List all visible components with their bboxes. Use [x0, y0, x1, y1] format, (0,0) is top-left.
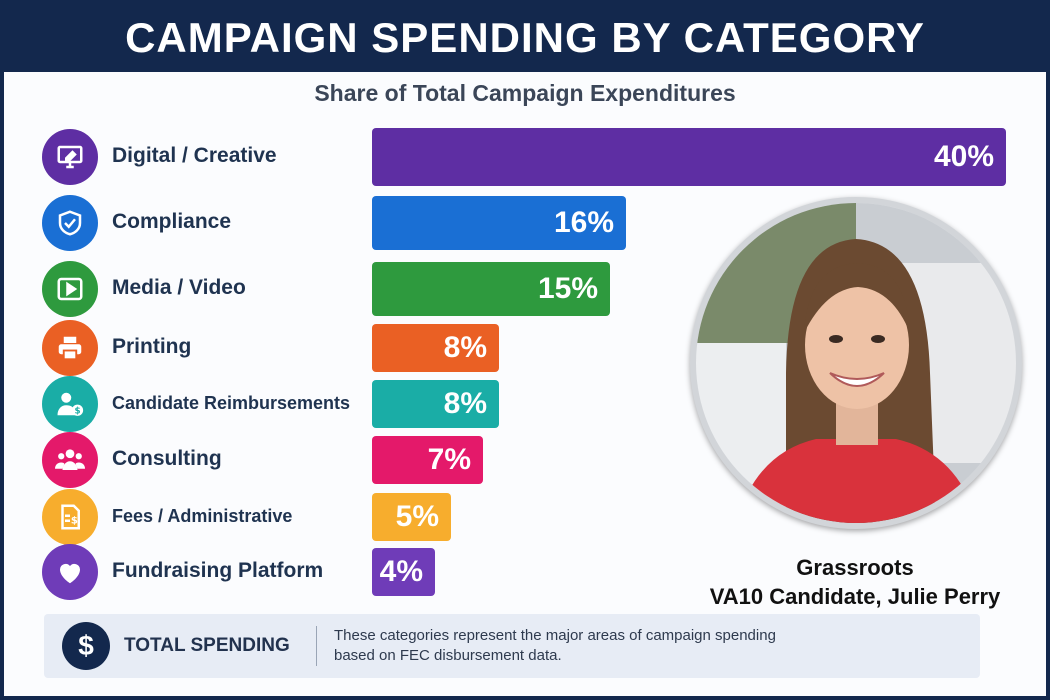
bar: 7%	[372, 436, 483, 484]
svg-text:$: $	[71, 515, 78, 526]
footer-note-line2: based on FEC disbursement data.	[334, 647, 562, 664]
footer-divider	[316, 626, 317, 666]
category-label: Media / Video	[112, 276, 246, 299]
category-label: Fees / Administrative	[112, 506, 293, 526]
category-label: Fundraising Platform	[112, 559, 324, 582]
svg-text:$: $	[74, 406, 80, 416]
bar-value-label: 8%	[443, 387, 487, 420]
footer-note: These categories represent the major are…	[334, 626, 954, 666]
category-label: Printing	[112, 335, 192, 358]
total-spending-footer: $ TOTAL SPENDING These categories repres…	[44, 614, 980, 678]
dollar-document-icon: $	[42, 489, 98, 545]
category-label: Compliance	[112, 210, 232, 233]
play-video-icon	[42, 261, 98, 317]
monitor-pen-icon	[42, 129, 98, 185]
person-dollar-icon: $	[42, 376, 98, 432]
candidate-caption-line2: VA10 Candidate, Julie Perry	[709, 584, 1001, 609]
people-group-icon	[42, 432, 98, 488]
category-label: Candidate Reimbursements	[112, 393, 351, 413]
printer-icon	[42, 320, 98, 376]
page-title: CAMPAIGN SPENDING BY CATEGORY	[125, 14, 925, 61]
heart-icon	[42, 544, 98, 600]
bar: 8%	[372, 324, 499, 372]
footer-note-line1: These categories represent the major are…	[334, 627, 776, 644]
header-banner: CAMPAIGN SPENDING BY CATEGORY	[4, 4, 1046, 72]
bar-value-label: 7%	[427, 443, 471, 476]
bar: 40%	[372, 128, 1006, 186]
bar: 8%	[372, 380, 499, 428]
bar: 16%	[372, 196, 626, 250]
bar-value-label: 8%	[443, 331, 487, 364]
bar-value-label: 40%	[933, 140, 994, 173]
dollar-icon: $	[62, 622, 110, 670]
candidate-photo	[690, 197, 1022, 529]
bar: 4%	[372, 548, 435, 596]
bar-value-label: 15%	[537, 272, 598, 305]
chart-subtitle: Share of Total Campaign Expenditures	[314, 80, 736, 106]
category-label: Digital / Creative	[112, 144, 277, 167]
category-label: Consulting	[112, 447, 222, 470]
candidate-caption: Grassroots VA10 Candidate, Julie Perry	[660, 553, 1050, 611]
bar: 15%	[372, 262, 610, 316]
bar-value-label: 4%	[379, 555, 423, 588]
bar-value-label: 16%	[553, 206, 614, 239]
shield-check-icon	[42, 195, 98, 251]
bar: 5%	[372, 493, 451, 541]
candidate-caption-line1: Grassroots	[796, 555, 914, 580]
total-spending-label: TOTAL SPENDING	[124, 635, 290, 656]
bar-value-label: 5%	[395, 500, 439, 533]
